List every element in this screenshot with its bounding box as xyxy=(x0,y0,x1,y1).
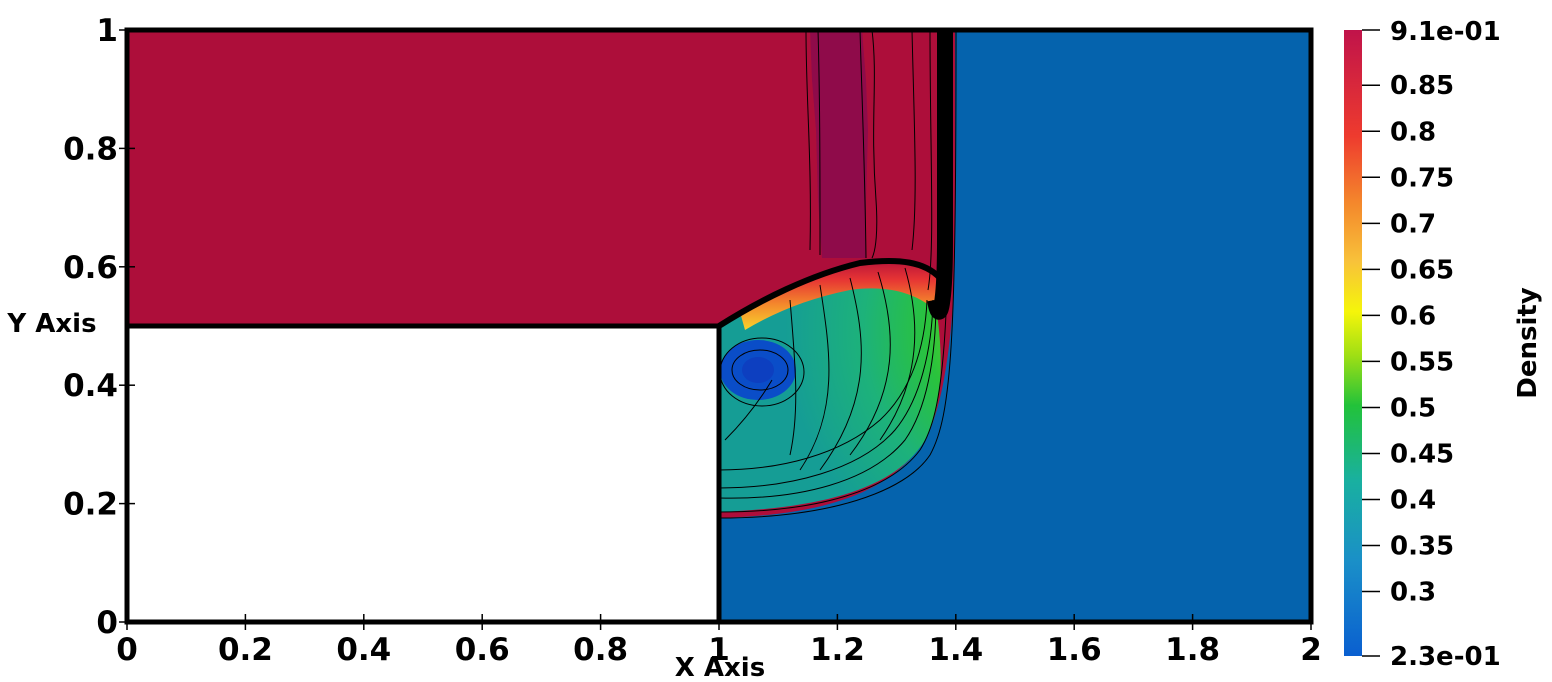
contour-lines xyxy=(718,30,957,519)
colorbar-tick-label: 0.8 xyxy=(1390,117,1436,147)
contour-line xyxy=(871,30,878,259)
x-tick-label: 0.4 xyxy=(336,632,391,668)
colorbar-tick-label: 0.5 xyxy=(1390,393,1436,423)
density-field xyxy=(127,30,1311,622)
x-tick-label: 0.2 xyxy=(218,632,273,668)
y-axis-title: Y Axis xyxy=(6,309,96,339)
obstacle-step xyxy=(127,326,719,622)
contour-line xyxy=(789,299,797,456)
contour-line xyxy=(817,30,821,256)
colorbar-tick-label: 0.75 xyxy=(1390,163,1454,193)
x-tick-label: 1 xyxy=(708,632,730,668)
colorbar-tick-label: 0.35 xyxy=(1390,532,1454,562)
compression-cap xyxy=(740,257,940,330)
contour-line xyxy=(819,277,862,471)
y-tick-label: 0.4 xyxy=(63,368,118,404)
colorbar-tick-label: 0.3 xyxy=(1390,578,1436,608)
shock-front xyxy=(927,30,953,320)
contour-line xyxy=(724,379,773,441)
contour-line xyxy=(911,30,916,251)
colorbar-tick-label: 0.65 xyxy=(1390,255,1454,285)
x-tick-label: 1.2 xyxy=(810,632,865,668)
y-tick-label: 0.2 xyxy=(63,487,118,523)
x-tick-label: 2 xyxy=(1300,632,1322,668)
x-tick-label: 1.6 xyxy=(1047,632,1102,668)
shock-arc xyxy=(717,258,943,329)
expansion-region xyxy=(719,260,941,512)
colorbar-max-label: 9.1e-01 xyxy=(1390,17,1501,47)
contour-line xyxy=(799,284,830,471)
colorbar: 9.1e-01 2.3e-01 0.3 0.35 0.4 0.45 0.5 0.55 0.6… xyxy=(1344,17,1543,672)
colorbar-min-label: 2.3e-01 xyxy=(1390,642,1501,672)
contour-line xyxy=(731,349,789,391)
x-tick-label: 1.4 xyxy=(928,632,983,668)
x-axis: 0 0.2 0.4 0.6 0.8 1 1.2 1.4 1.6 1.8 2 xyxy=(116,614,1322,668)
y-tick-label: 1 xyxy=(96,13,118,49)
colorbar-tick-label: 0.4 xyxy=(1390,486,1436,516)
contour-line xyxy=(879,267,916,441)
colorbar-tick-label: 0.6 xyxy=(1390,301,1436,331)
colorbar-ticks: 0.3 0.35 0.4 0.45 0.5 0.55 0.6 0.65 0.7 0.75 0.8 0.… xyxy=(1362,71,1454,608)
y-tick-label: 0.6 xyxy=(63,250,118,286)
x-tick-label: 0.6 xyxy=(455,632,510,668)
contour-line xyxy=(718,299,937,499)
contour-line xyxy=(849,271,891,456)
colorbar-tick-label: 0.45 xyxy=(1390,439,1454,469)
vortex-core xyxy=(742,357,774,383)
colorbar-tick-label: 0.55 xyxy=(1390,347,1454,377)
colorbar-tick-label: 0.7 xyxy=(1390,209,1436,239)
contact-band xyxy=(810,30,868,258)
colorbar-gradient xyxy=(1344,30,1362,656)
x-tick-label: 0.8 xyxy=(573,632,628,668)
x-tick-label: 0 xyxy=(116,632,138,668)
y-tick-label: 0.8 xyxy=(63,131,118,167)
contour-line xyxy=(805,30,811,251)
x-axis-title: X Axis xyxy=(675,653,765,682)
x-tick-label: 1.8 xyxy=(1165,632,1220,668)
contour-line xyxy=(718,30,957,519)
y-axis: 0 0.2 0.4 0.6 0.8 1 xyxy=(63,13,135,641)
colorbar-title: Density xyxy=(1513,287,1543,399)
contour-line xyxy=(859,30,867,259)
y-tick-label: 0 xyxy=(96,605,118,641)
contour-line xyxy=(718,299,934,489)
colorbar-tick-label: 0.85 xyxy=(1390,71,1454,101)
contour-line xyxy=(718,299,928,471)
